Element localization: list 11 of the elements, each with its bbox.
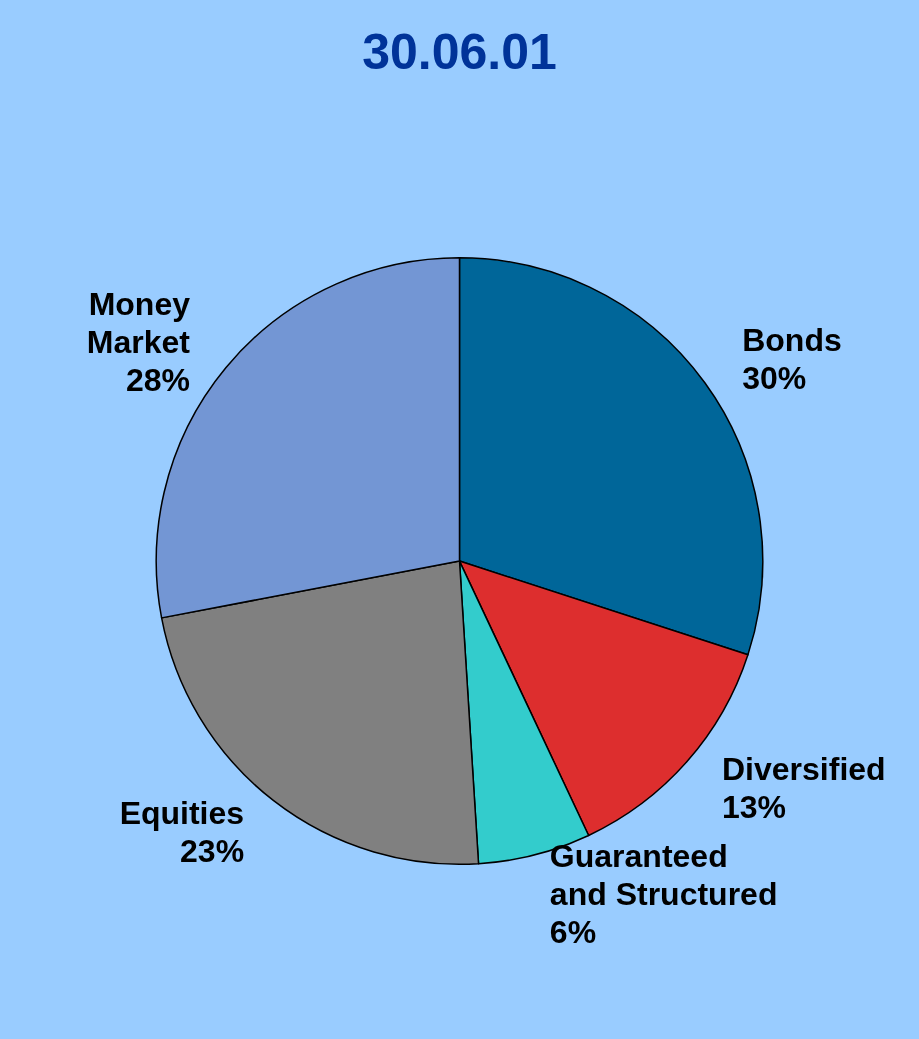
data-label: 23% xyxy=(180,833,245,870)
slice-label: Equities xyxy=(119,795,245,832)
slice-label: Money Market xyxy=(86,286,191,361)
data-label: 28% xyxy=(125,362,191,399)
slice-label: Diversified xyxy=(721,751,886,788)
chart-title: 30.06.01 xyxy=(362,24,557,80)
slice-label: Guaranteed and Structured xyxy=(549,837,778,912)
data-label: 6% xyxy=(549,913,597,950)
data-label: 30% xyxy=(742,360,807,397)
data-label: 13% xyxy=(721,789,787,826)
slice-label: Bonds xyxy=(742,322,842,359)
